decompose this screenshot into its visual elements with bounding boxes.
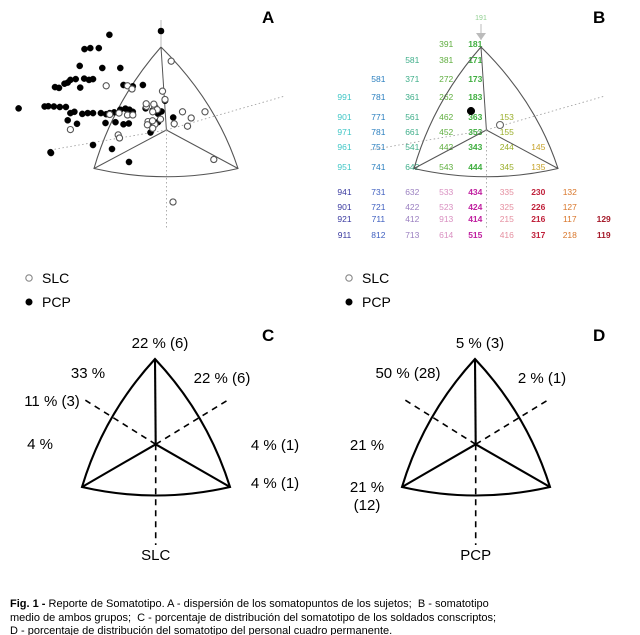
svg-text:412: 412 [405, 214, 419, 224]
svg-text:135: 135 [531, 162, 545, 172]
svg-text:(12): (12) [354, 497, 381, 514]
svg-text:391: 391 [439, 39, 453, 49]
svg-text:215: 215 [500, 214, 514, 224]
svg-text:218: 218 [563, 230, 577, 240]
svg-text:721: 721 [371, 202, 385, 212]
svg-text:SLC: SLC [362, 270, 389, 286]
svg-text:951: 951 [337, 162, 351, 172]
svg-text:543: 543 [439, 162, 453, 172]
svg-text:117: 117 [563, 214, 577, 224]
svg-text:2 % (1): 2 % (1) [518, 370, 566, 387]
svg-text:971: 971 [337, 127, 351, 137]
svg-text:226: 226 [531, 202, 545, 212]
svg-text:381: 381 [439, 55, 453, 65]
svg-text:661: 661 [405, 127, 419, 137]
svg-text:961: 961 [337, 142, 351, 152]
svg-text:812: 812 [371, 230, 385, 240]
svg-text:145: 145 [531, 142, 545, 152]
svg-text:191: 191 [475, 15, 487, 22]
svg-text:561: 561 [405, 112, 419, 122]
svg-text:PCP: PCP [42, 294, 71, 310]
svg-text:132: 132 [563, 187, 577, 197]
svg-text:325: 325 [500, 202, 514, 212]
svg-text:361: 361 [405, 92, 419, 102]
svg-text:921: 921 [337, 214, 351, 224]
svg-text:941: 941 [337, 187, 351, 197]
svg-text:345: 345 [500, 162, 514, 172]
svg-text:731: 731 [371, 187, 385, 197]
svg-text:PCP: PCP [460, 547, 491, 564]
svg-text:129: 129 [597, 214, 611, 224]
svg-text:911: 911 [338, 230, 352, 240]
svg-text:153: 153 [500, 112, 514, 122]
svg-text:272: 272 [439, 74, 453, 84]
svg-text:21 %: 21 % [350, 437, 384, 454]
svg-text:21 %: 21 % [350, 479, 384, 496]
svg-text:173: 173 [468, 74, 482, 84]
svg-text:991: 991 [337, 92, 351, 102]
svg-text:901: 901 [337, 202, 351, 212]
svg-text:422: 422 [405, 202, 419, 212]
svg-text:127: 127 [563, 202, 577, 212]
svg-text:335: 335 [500, 187, 514, 197]
svg-text:PCP: PCP [362, 294, 391, 310]
svg-text:913: 913 [439, 214, 453, 224]
svg-text:781: 781 [371, 92, 385, 102]
svg-text:533: 533 [439, 187, 453, 197]
svg-text:22 % (6): 22 % (6) [194, 370, 251, 387]
svg-text:515: 515 [468, 230, 482, 240]
svg-text:414: 414 [468, 214, 482, 224]
svg-text:434: 434 [468, 187, 482, 197]
svg-text:SLC: SLC [42, 270, 69, 286]
svg-text:751: 751 [371, 142, 385, 152]
svg-text:632: 632 [405, 187, 419, 197]
svg-text:4 % (1): 4 % (1) [251, 437, 299, 454]
svg-text:119: 119 [597, 230, 611, 240]
svg-text:416: 416 [500, 230, 514, 240]
svg-text:442: 442 [439, 142, 453, 152]
svg-text:5 % (3): 5 % (3) [456, 335, 504, 352]
svg-text:452: 452 [439, 127, 453, 137]
svg-text:523: 523 [439, 202, 453, 212]
svg-text:SLC: SLC [141, 547, 170, 564]
svg-text:581: 581 [405, 55, 419, 65]
svg-text:230: 230 [531, 187, 545, 197]
svg-text:50 % (28): 50 % (28) [375, 365, 440, 382]
svg-text:183: 183 [468, 92, 482, 102]
svg-text:462: 462 [439, 112, 453, 122]
svg-text:4 % (1): 4 % (1) [251, 475, 299, 492]
svg-text:343: 343 [468, 142, 482, 152]
svg-text:444: 444 [468, 162, 482, 172]
svg-text:781: 781 [371, 127, 385, 137]
svg-text:424: 424 [468, 202, 482, 212]
svg-text:901: 901 [337, 112, 351, 122]
svg-text:614: 614 [439, 230, 453, 240]
svg-text:771: 771 [371, 112, 385, 122]
svg-text:711: 711 [372, 214, 386, 224]
svg-text:317: 317 [531, 230, 545, 240]
svg-text:11 % (3): 11 % (3) [24, 393, 80, 410]
svg-text:22 % (6): 22 % (6) [132, 335, 189, 352]
svg-text:4 %: 4 % [27, 436, 53, 453]
svg-text:216: 216 [531, 214, 545, 224]
svg-text:713: 713 [405, 230, 419, 240]
svg-text:33 %: 33 % [71, 365, 105, 382]
svg-text:581: 581 [371, 74, 385, 84]
svg-text:741: 741 [371, 162, 385, 172]
svg-text:371: 371 [405, 74, 419, 84]
